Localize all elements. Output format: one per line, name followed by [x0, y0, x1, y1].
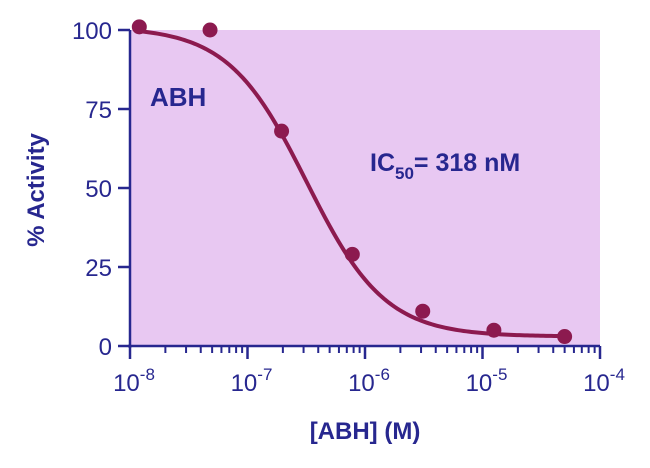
ic50-value: = 318 nM: [414, 149, 520, 177]
data-point: [415, 303, 431, 319]
data-point: [202, 22, 218, 38]
y-tick-label: 50: [85, 176, 112, 203]
x-tick-exponent: -5: [492, 365, 507, 384]
plot-area: [130, 30, 600, 346]
data-point: [131, 19, 147, 35]
x-tick-base: 10: [466, 370, 493, 397]
ic50-prefix: IC: [370, 149, 395, 177]
y-tick-label: 75: [85, 97, 112, 124]
y-tick-label: 0: [99, 334, 112, 361]
x-tick-base: 10: [113, 370, 140, 397]
y-tick-label: 100: [72, 18, 112, 45]
x-tick-exponent: -4: [610, 365, 625, 384]
data-point: [486, 322, 502, 338]
data-point: [557, 329, 573, 345]
data-point: [274, 123, 290, 139]
x-tick-label: 10-4: [583, 365, 625, 397]
y-axis-label: % Activity: [23, 132, 50, 246]
ic50-annotation: IC50= 318 nM: [370, 149, 520, 183]
y-tick-label: 25: [85, 255, 112, 282]
data-point: [344, 246, 360, 262]
x-tick-base: 10: [348, 370, 375, 397]
x-tick-base: 10: [583, 370, 610, 397]
x-tick-exponent: -6: [375, 365, 390, 384]
x-tick-label: 10-6: [348, 365, 390, 397]
series-label: ABH: [150, 82, 206, 112]
data-points-layer: [131, 19, 573, 345]
x-tick-base: 10: [231, 370, 258, 397]
x-tick-label: 10-8: [113, 365, 155, 397]
x-tick-exponent: -7: [257, 365, 272, 384]
x-axis-label: [ABH] (M): [310, 418, 421, 445]
x-tick-exponent: -8: [140, 365, 155, 384]
x-tick-label: 10-7: [231, 365, 273, 397]
x-tick-label: 10-5: [466, 365, 508, 397]
ic50-subscript: 50: [395, 164, 414, 183]
